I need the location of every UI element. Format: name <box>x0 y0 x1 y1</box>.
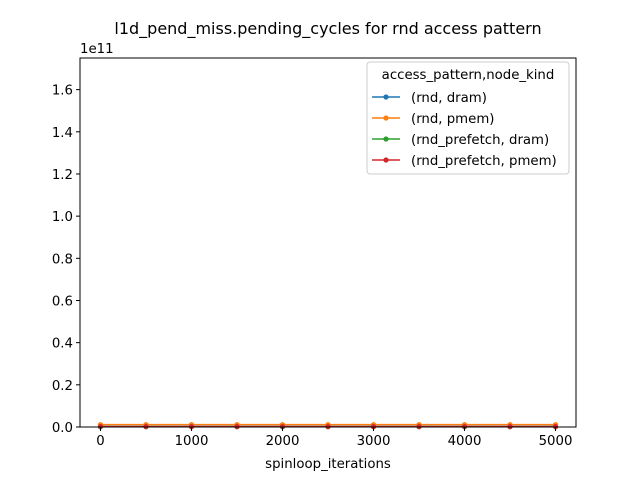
legend-swatch-marker <box>383 94 389 100</box>
legend-label: (rnd_prefetch, dram) <box>411 133 549 148</box>
legend-label: (rnd, dram) <box>411 91 487 106</box>
y-tick-label: 1.2 <box>52 168 73 183</box>
x-tick-label: 5000 <box>539 434 573 449</box>
x-tick-label: 4000 <box>448 434 482 449</box>
y-tick-label: 1.0 <box>52 210 73 225</box>
x-tick-label: 0 <box>96 434 104 449</box>
y-tick-label: 0.4 <box>52 337 73 352</box>
legend-swatch-marker <box>383 157 389 163</box>
legend-title: access_pattern,node_kind <box>382 68 555 83</box>
legend-box <box>366 61 570 175</box>
legend-label: (rnd, pmem) <box>411 112 494 127</box>
plot-area: 0 1000 2000 3000 4000 5000 0.0 0.2 0.4 0.6 0.8 1.0 1… <box>52 57 577 449</box>
y-tick-label: 0.2 <box>52 379 73 394</box>
y-tick-label: 1.6 <box>52 84 73 99</box>
y-tick-label: 0.0 <box>52 421 73 436</box>
legend-swatch-marker <box>383 115 389 121</box>
legend-swatch-marker <box>383 136 389 142</box>
axes-frame <box>79 57 577 428</box>
x-tick-label: 1000 <box>175 434 209 449</box>
y-tick-label: 0.6 <box>52 294 73 309</box>
x-tick-label: 3000 <box>357 434 391 449</box>
legend-label: (rnd_prefetch, pmem) <box>411 154 557 169</box>
chart-title: l1d_pend_miss.pending_cycles for rnd acc… <box>114 19 541 39</box>
y-tick-label: 1.4 <box>52 126 73 141</box>
y-offset-label: 1e11 <box>80 42 114 57</box>
x-axis-label: spinloop_iterations <box>265 457 391 472</box>
legend: access_pattern,node_kind (rnd, dram) (rnd,… <box>366 61 570 175</box>
y-tick-label: 0.8 <box>52 252 73 267</box>
x-tick-label: 2000 <box>266 434 300 449</box>
